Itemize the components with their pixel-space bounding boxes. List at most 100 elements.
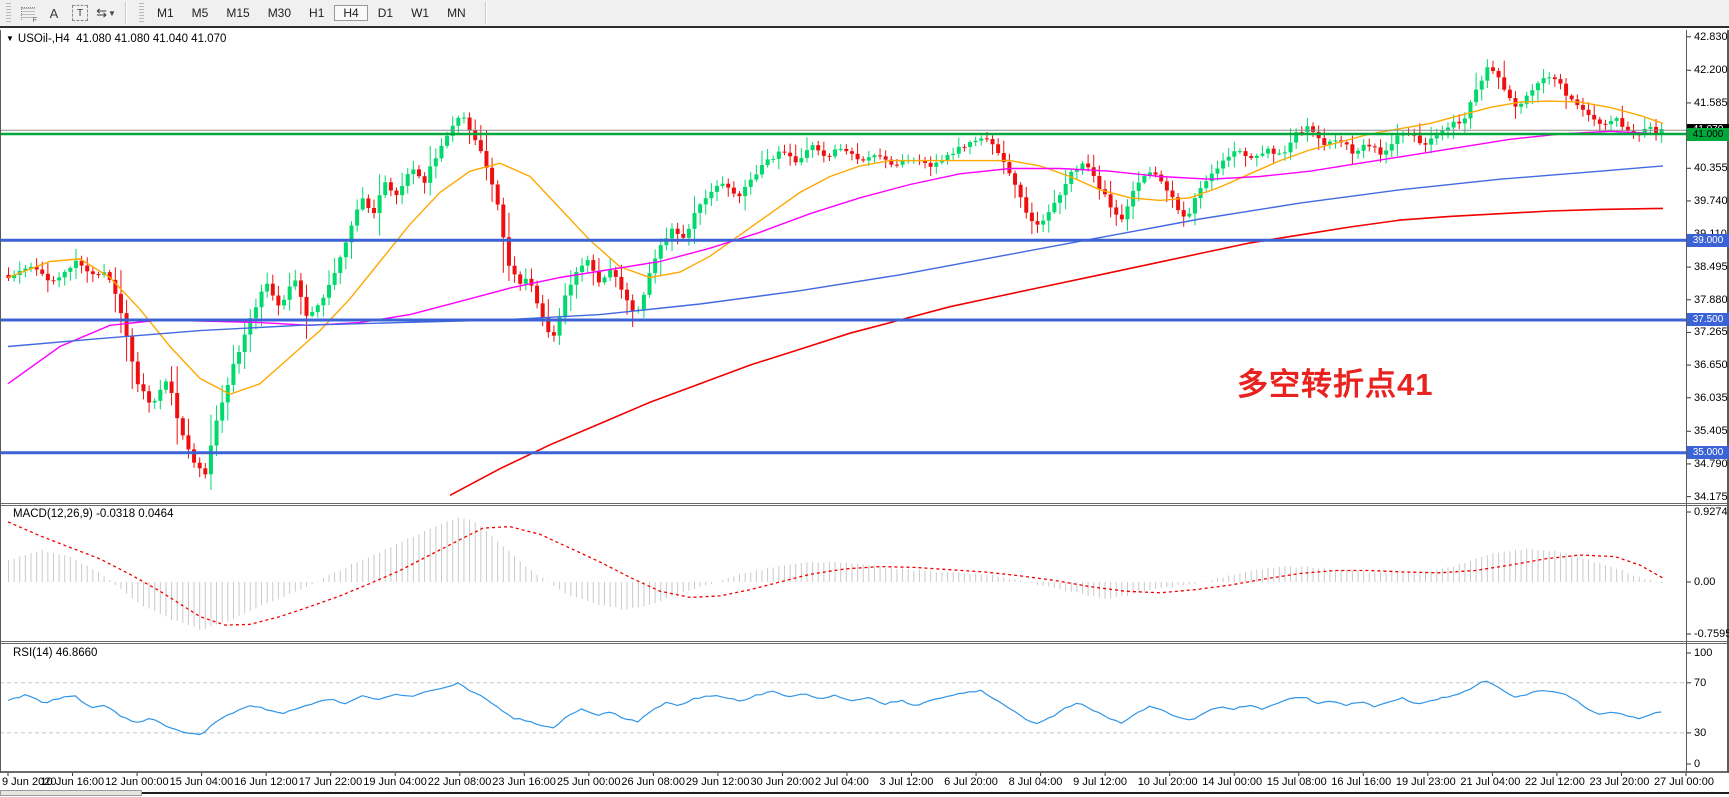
candle-body — [1091, 167, 1096, 177]
candle-body — [338, 257, 343, 274]
candle-body — [647, 273, 652, 295]
candle-body — [1541, 78, 1546, 84]
timeframe-button-mn[interactable]: MN — [447, 6, 466, 20]
candle-body — [1445, 127, 1450, 131]
price-axis-border — [1686, 30, 1687, 773]
scrollbar-track[interactable] — [142, 792, 1729, 794]
candle-body — [332, 273, 337, 285]
candle-body — [900, 160, 905, 165]
candle-body — [1468, 102, 1473, 119]
toolbar-grip-2[interactable] — [139, 3, 144, 23]
candle-body — [1063, 183, 1068, 196]
candle-body — [130, 336, 135, 362]
candle-body — [478, 140, 483, 152]
candle-body — [939, 161, 944, 163]
candle-body — [163, 381, 168, 390]
candle-body — [1254, 155, 1259, 159]
candle-body — [405, 174, 410, 186]
candle-body — [591, 260, 596, 271]
cursor-tools-icon[interactable]: ⇆ ▼ — [94, 2, 118, 24]
candle-body — [698, 204, 703, 213]
candle-body — [343, 242, 348, 258]
candle-body — [416, 169, 421, 177]
timeframe-button-w1[interactable]: W1 — [411, 6, 430, 20]
candle-body — [1147, 172, 1152, 176]
candle-body — [96, 274, 101, 276]
symbol-dropdown-icon[interactable]: ▼ — [6, 34, 14, 43]
symbols-grid-icon[interactable]: F — [16, 2, 40, 24]
candle-body — [1597, 119, 1602, 124]
candle-body — [495, 184, 500, 205]
toolbar-grip[interactable] — [6, 3, 11, 23]
candle-body — [1041, 220, 1046, 225]
candle-body — [1080, 163, 1085, 170]
candle-body — [855, 153, 860, 160]
timeframe-button-m1[interactable]: M1 — [157, 6, 174, 20]
rsi-value: 46.8660 — [55, 647, 98, 659]
candle-body — [1440, 130, 1445, 136]
candle-body — [45, 273, 50, 281]
candle-body — [613, 270, 618, 277]
candle-body — [276, 295, 281, 306]
candle-body — [703, 198, 708, 205]
timeframe-button-m15[interactable]: M15 — [226, 6, 250, 20]
timeframe-button-d1[interactable]: D1 — [377, 6, 394, 20]
time-axis-label: 3 Jul 12:00 — [879, 776, 934, 788]
scrollbar-thumb[interactable] — [0, 790, 142, 796]
level-marker-35.000: 35.000 — [1687, 446, 1729, 460]
candle-body — [894, 164, 899, 166]
ma-slow-blue — [7, 165, 1664, 348]
font-tool-icon[interactable]: A — [49, 5, 59, 21]
candle-body — [1069, 171, 1074, 184]
candle-body — [731, 187, 736, 194]
timeframe-button-h1[interactable]: H1 — [309, 6, 325, 20]
candle-body — [1237, 151, 1242, 153]
text-box-tool-icon[interactable]: T — [68, 2, 92, 24]
pane-separator-1[interactable] — [0, 503, 1729, 504]
candle-body — [304, 296, 309, 316]
timeframe-button-h4[interactable]: H4 — [334, 5, 368, 21]
time-axis-label: 15 Jul 08:00 — [1266, 776, 1327, 788]
candle-body — [1367, 144, 1372, 147]
candle-body — [1423, 143, 1428, 145]
candle-body — [175, 393, 180, 419]
candle-body — [838, 148, 843, 150]
candle-body — [540, 303, 545, 318]
candle-body — [6, 274, 11, 279]
candle-body — [1614, 118, 1619, 121]
candle-body — [523, 278, 528, 284]
toolbar-separator-2 — [484, 2, 487, 24]
candle-body — [737, 193, 742, 197]
rsi-label: RSI(14) 46.8660 — [13, 647, 98, 659]
timeframe-button-m5[interactable]: M5 — [191, 6, 209, 20]
candle-body — [287, 286, 292, 300]
macd-axis-label: 0.00 — [1694, 576, 1716, 588]
candle-body — [1530, 90, 1535, 96]
time-axis-label: 16 Jul 16:00 — [1331, 776, 1392, 788]
candle-body — [461, 117, 466, 119]
candle-body — [377, 195, 382, 214]
candle-body — [568, 284, 573, 296]
candle-body — [765, 159, 770, 166]
time-axis-label: 23 Jul 20:00 — [1589, 776, 1650, 788]
candle-body — [433, 158, 438, 167]
price-axis-label: 42.830 — [1694, 30, 1728, 43]
left-window-border — [0, 30, 1, 773]
candle-body — [962, 146, 967, 148]
timeframe-button-m30[interactable]: M30 — [267, 6, 292, 20]
candle-body — [40, 269, 45, 274]
candle-body — [1620, 118, 1625, 127]
candle-body — [1496, 70, 1501, 78]
candle-body — [158, 389, 163, 401]
candle-body — [1299, 132, 1304, 134]
candle-body — [945, 154, 950, 162]
candle-body — [1389, 144, 1394, 151]
candle-body — [1277, 153, 1282, 155]
annotation-text[interactable]: 多空转折点41 — [1237, 367, 1434, 402]
pane-separator-2[interactable] — [0, 641, 1729, 642]
price-axis-label: 41.585 — [1694, 96, 1728, 109]
candle-body — [979, 138, 984, 141]
price-axis-label: 36.650 — [1694, 359, 1728, 372]
candle-body — [833, 149, 838, 157]
